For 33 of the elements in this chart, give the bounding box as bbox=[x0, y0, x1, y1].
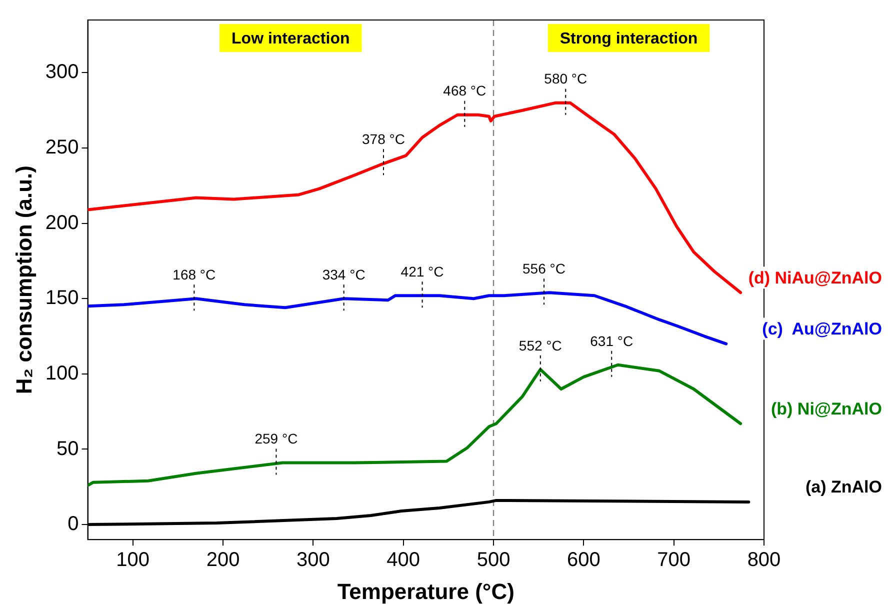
annotation: 378 °C bbox=[362, 130, 405, 147]
x-tick-label: 300 bbox=[296, 549, 330, 572]
annotation: 580 °C bbox=[544, 70, 588, 87]
x-tick-label: 800 bbox=[747, 549, 781, 572]
x-tick-label: 400 bbox=[386, 549, 420, 572]
x-tick-label: 700 bbox=[657, 549, 691, 572]
x-tick-label: 600 bbox=[566, 549, 600, 572]
text: (a) ZnAlO bbox=[806, 478, 882, 497]
series-label: (b) Ni@ZnAlO bbox=[771, 399, 882, 418]
series-label: (d) NiAu@ZnAlO bbox=[748, 268, 882, 288]
annotation: 556 °C bbox=[522, 260, 566, 276]
x-tick-label: 100 bbox=[116, 549, 150, 572]
y-tick-label: 50 bbox=[56, 438, 79, 460]
x-tick-label: 200 bbox=[206, 549, 240, 572]
annotation: 421 °C bbox=[400, 263, 444, 280]
y-tick-label: 0 bbox=[68, 513, 79, 536]
annotation: 259 °C bbox=[254, 430, 298, 447]
text: (c) Au@ZnAlO bbox=[762, 319, 882, 338]
y-tick-label: 200 bbox=[45, 212, 79, 234]
x-tick-label: 500 bbox=[476, 549, 510, 572]
annotation: 552 °C bbox=[518, 337, 562, 354]
y-axis-title: H₂ consumption (a.u.) bbox=[11, 166, 36, 394]
annotation: Low interaction bbox=[232, 30, 350, 48]
x-axis-title: Temperature (°C) bbox=[337, 578, 514, 604]
y-tick-label: 300 bbox=[45, 61, 79, 84]
y-tick-label: 250 bbox=[45, 136, 79, 159]
annotation: 334 °C bbox=[322, 266, 366, 282]
annotation: Strong interaction bbox=[560, 30, 698, 48]
y-tick-label: 100 bbox=[45, 362, 79, 384]
y-tick-label: 150 bbox=[45, 287, 79, 310]
annotation: 168 °C bbox=[172, 266, 216, 282]
annotation: 631 °C bbox=[590, 332, 634, 349]
annotation: 468 °C bbox=[443, 82, 486, 99]
